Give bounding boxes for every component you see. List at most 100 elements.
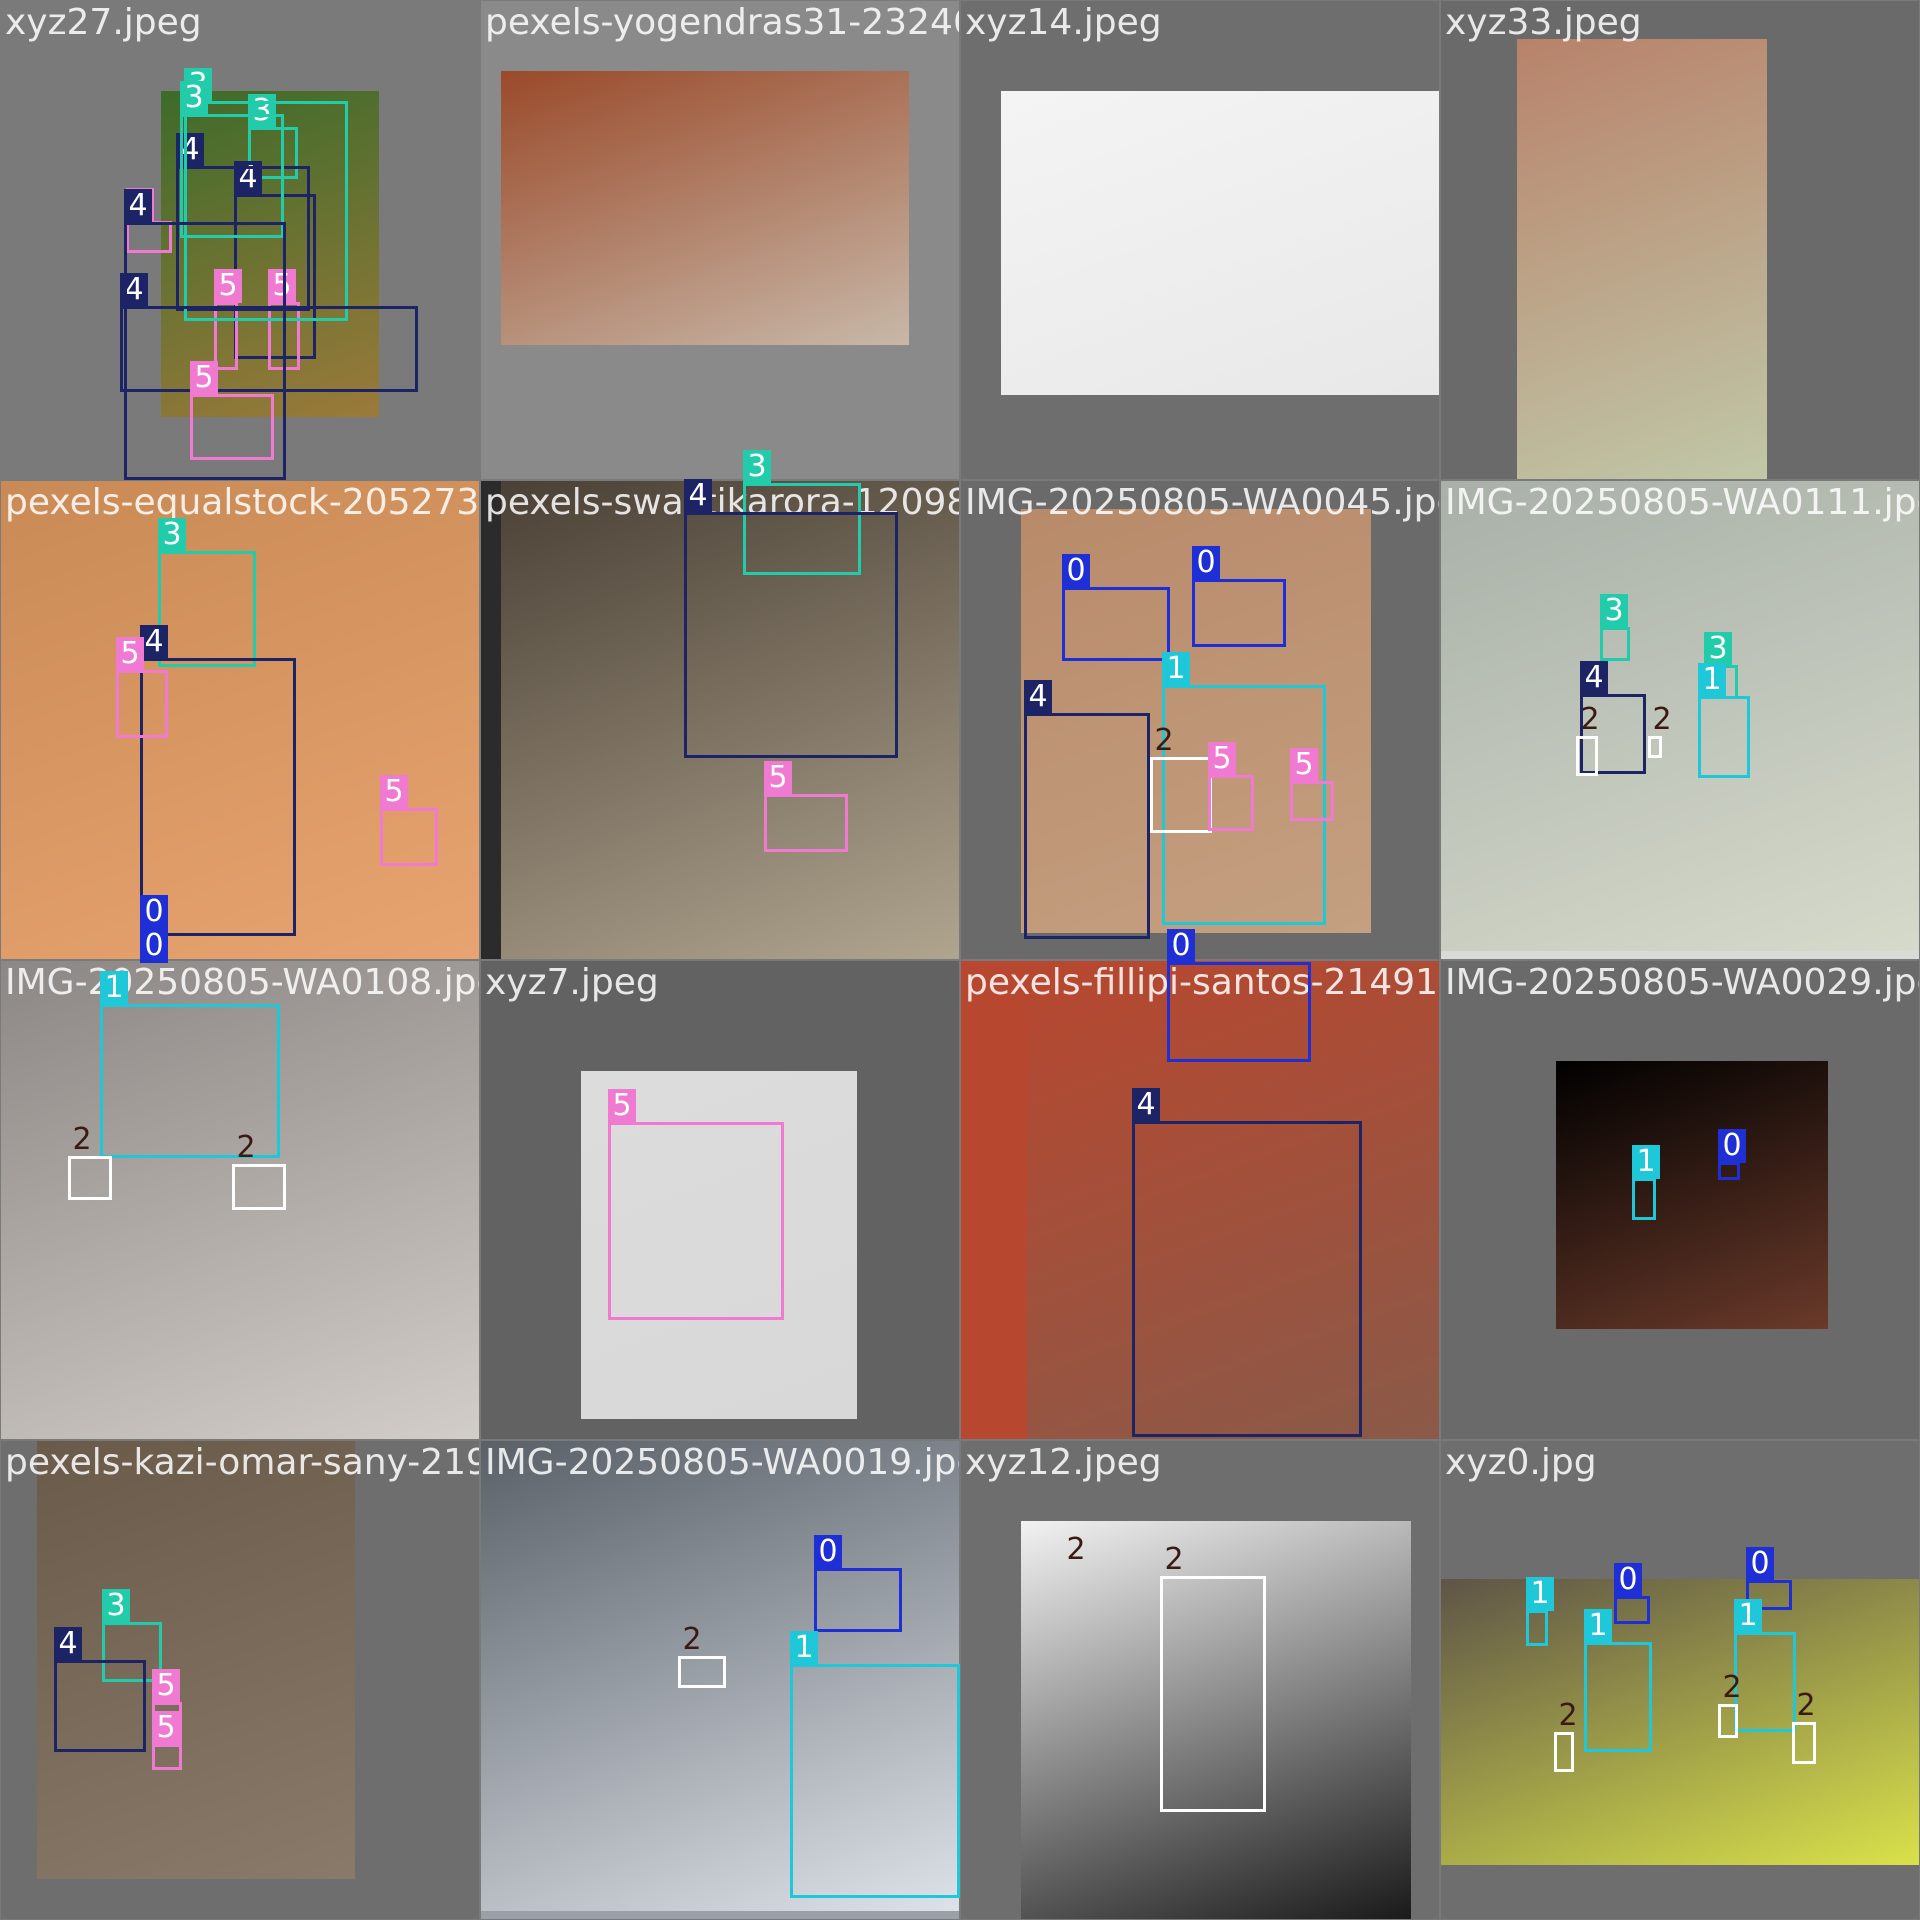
detection-box-class-1: 1 [1584, 1609, 1652, 1752]
detection-box-class-2: 2 [68, 1123, 112, 1200]
tile-photo [1556, 1061, 1828, 1329]
detection-class-label: 0 [1192, 546, 1220, 580]
tile-photo [1441, 1579, 1919, 1865]
detection-box-class-5: 5 [190, 361, 274, 460]
detection-box-class-3: 3 [743, 450, 861, 575]
detection-class-label: 2 [1722, 1670, 1742, 1705]
mosaic-tile: IMG-20250805-WA0108.jpg [1, 961, 479, 1439]
tile-photo [1517, 39, 1767, 479]
detection-box-class-0: 0 [1062, 554, 1170, 661]
detection-box-class-1: 1 [1162, 652, 1326, 925]
tile-photo [481, 1441, 959, 1911]
detection-class-label: 4 [1024, 680, 1052, 714]
mosaic-tile: xyz14.jpeg [961, 1, 1439, 479]
detection-box-class-4: 4 [54, 1627, 146, 1752]
detection-box-class-4: 4 [684, 479, 898, 758]
detection-box-class-2: 2 [1150, 724, 1212, 833]
detection-class-label: 2 [72, 1122, 92, 1157]
detection-class-label: 1 [100, 971, 128, 1005]
detection-class-label: 4 [1580, 661, 1608, 695]
tile-photo [1441, 481, 1919, 951]
detection-box-class-5: 5 [380, 775, 438, 866]
detection-class-label: 5 [152, 1711, 180, 1745]
detection-class-label: 3 [1704, 632, 1732, 666]
detection-class-label: 3 [743, 450, 771, 484]
detection-box-class-4: 4 [1132, 1088, 1362, 1437]
detection-class-label: 5 [380, 775, 408, 809]
detection-class-label: 5 [152, 1669, 180, 1703]
detection-box-class-0: 0 [140, 895, 168, 934]
tile-photo [581, 1071, 857, 1419]
detection-class-label: 4 [54, 1627, 82, 1661]
detection-class-label: 0 [1062, 554, 1090, 588]
mosaic-tile: IMG-20250805-WA0029.jpg [1441, 961, 1919, 1439]
detection-box-class-3: 3 [180, 81, 284, 238]
detection-class-label: 1 [1584, 1609, 1612, 1643]
detection-class-label: 0 [1167, 929, 1195, 963]
tile-photo [1001, 91, 1439, 395]
detection-box-class-0: 0 [1167, 929, 1311, 1062]
detection-box-class-2: 2 [232, 1131, 286, 1210]
mosaic-tile: pexels-swastikarora-12098790.jpg [481, 481, 959, 959]
detection-class-label: 4 [140, 625, 168, 659]
detection-class-label: 5 [1208, 742, 1236, 776]
detection-box-class-0: 0 [1614, 1563, 1650, 1624]
mosaic-tile: pexels-equalstock-20527328.jpeg [1, 481, 479, 959]
mosaic-tile: xyz7.jpeg [481, 961, 959, 1439]
detection-box-class-4: 4 [1580, 661, 1646, 774]
detection-class-label: 3 [102, 1589, 130, 1623]
tile-photo [1027, 961, 1439, 1439]
tile-photo [1, 961, 479, 1439]
detection-box-class-1: 1 [1632, 1145, 1660, 1220]
detection-class-label: 2 [1652, 702, 1672, 737]
detection-class-label: 2 [1558, 1698, 1578, 1733]
detection-class-label: 1 [1698, 663, 1726, 697]
detection-class-label: 3 [158, 518, 186, 552]
detection-class-label: 4 [684, 479, 712, 513]
detection-class-label: 1 [1734, 1599, 1762, 1633]
detection-box-class-2: 2 [1160, 1543, 1266, 1812]
detection-box-class-3: 3 [102, 1589, 162, 1682]
detection-box-class-2: 2 [1576, 703, 1600, 776]
detection-class-label: 2 [1066, 1532, 1086, 1567]
detection-box-class-2: 2 [1554, 1699, 1578, 1772]
detection-box-class-4: 4 [124, 189, 286, 480]
detection-class-label: 2 [1580, 702, 1600, 737]
tile-photo [501, 71, 909, 345]
detection-box-class-5: 5 [116, 637, 168, 738]
detection-box-class-4: 4 [140, 625, 296, 936]
detection-box-class-5: 5 [764, 761, 848, 852]
detection-class-label: 1 [1526, 1577, 1554, 1611]
detection-box-class-0: 0 [140, 929, 168, 968]
detection-class-label: 0 [140, 929, 168, 963]
detection-box-class-1: 1 [100, 971, 280, 1158]
detection-box-class-5: 5 [1208, 742, 1254, 831]
detection-box-class-4: 4 [1024, 680, 1150, 939]
tile-photo [1, 481, 479, 959]
detection-box-class-0: 0 [1718, 1129, 1746, 1180]
detection-box-class-3: 3 [158, 518, 256, 667]
detection-class-label: 0 [1614, 1563, 1642, 1597]
detection-class-label: 2 [1796, 1688, 1816, 1723]
detection-class-label: 2 [1154, 723, 1174, 758]
detection-class-label: 4 [1132, 1088, 1160, 1122]
detection-class-label: 1 [790, 1631, 818, 1665]
detection-box-class-2: 2 [1718, 1671, 1742, 1738]
mosaic-tile: xyz27.jpeg [1, 1, 479, 479]
detection-class-label: 3 [180, 81, 208, 115]
detection-box-class-2: 2 [678, 1623, 726, 1688]
detection-box-class-5: 5 [608, 1089, 784, 1320]
mosaic-tile: IMG-20250805-WA0111.jpg [1441, 481, 1919, 959]
detection-box-class-0: 0 [1192, 546, 1286, 647]
detection-box-class-1: 1 [1698, 663, 1750, 778]
tile-photo [501, 481, 959, 959]
detection-class-label: 1 [1632, 1145, 1660, 1179]
mosaic-tile: pexels-kazi-omar-sany-2192603845.jpg [1, 1441, 479, 1919]
detection-class-label: 3 [1600, 594, 1628, 628]
detection-class-label: 5 [116, 637, 144, 671]
detection-class-label: 5 [214, 269, 242, 303]
detection-box-class-1: 1 [1526, 1577, 1554, 1646]
detection-box-class-2: 2 [1648, 703, 1672, 758]
detection-class-label: 5 [764, 761, 792, 795]
detection-class-label: 5 [1290, 748, 1318, 782]
